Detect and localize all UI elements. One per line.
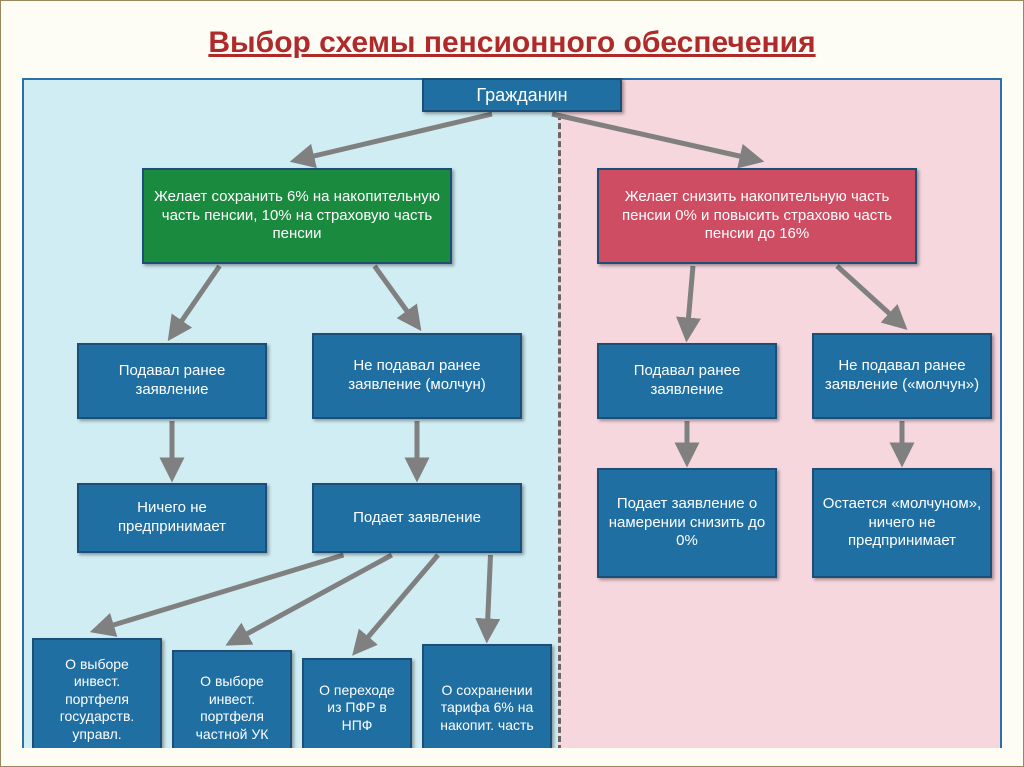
node-keep: Желает сохранить 6% на накопительную час… [142, 168, 452, 264]
node-opt1: О выборе инвест. портфеля государств. уп… [32, 638, 162, 748]
node-label: Ничего не предпринимает [87, 499, 257, 537]
slide: Выбор схемы пенсионного обеспечения Граж… [0, 0, 1024, 767]
node-label: Желает снизить накопительную часть пенси… [607, 188, 907, 244]
node-root: Гражданин [422, 78, 622, 112]
node-label: О сохранении тарифа 6% на накопит. часть [432, 682, 542, 735]
node-l_app: Подавал ранее заявление [77, 343, 267, 419]
node-label: Гражданин [476, 84, 567, 107]
node-label: Желает сохранить 6% на накопительную час… [152, 188, 442, 244]
flowchart: Гражданин Желает сохранить 6% на накопите… [22, 78, 1002, 748]
node-label: Остается «молчуном», ничего не предприни… [822, 495, 982, 551]
node-label: Подает заявление [353, 509, 481, 528]
node-opt2: О выборе инвест. портфеля частной УК [172, 650, 292, 748]
node-r_app: Подавал ранее заявление [597, 343, 777, 419]
diagram-viewport: Гражданин Желает сохранить 6% на накопите… [22, 78, 1002, 748]
node-label: О переходе из ПФР в НПФ [312, 682, 402, 735]
node-label: О выборе инвест. портфеля частной УК [182, 673, 282, 743]
slide-title: Выбор схемы пенсионного обеспечения [21, 26, 1003, 60]
node-opt3: О переходе из ПФР в НПФ [302, 658, 412, 748]
node-label: Подавал ранее заявление [607, 362, 767, 400]
node-label: Не подавал ранее заявление (молчун) [322, 357, 512, 395]
node-r_stay: Остается «молчуном», ничего не предприни… [812, 468, 992, 578]
node-label: Не подавал ранее заявление («молчун») [822, 357, 982, 395]
node-label: Подавал ранее заявление [87, 362, 257, 400]
node-label: О выборе инвест. портфеля государств. уп… [42, 656, 152, 749]
panel-divider [558, 78, 561, 748]
node-label: Подает заявление о намерении снизить до … [607, 495, 767, 551]
node-opt4: О сохранении тарифа 6% на накопит. часть [422, 644, 552, 748]
node-reduce: Желает снизить накопительную часть пенси… [597, 168, 917, 264]
node-l_sub: Подает заявление [312, 483, 522, 553]
node-l_noapp: Не подавал ранее заявление (молчун) [312, 333, 522, 419]
node-r_noapp: Не подавал ранее заявление («молчун») [812, 333, 992, 419]
node-r_sub: Подает заявление о намерении снизить до … [597, 468, 777, 578]
node-l_none: Ничего не предпринимает [77, 483, 267, 553]
